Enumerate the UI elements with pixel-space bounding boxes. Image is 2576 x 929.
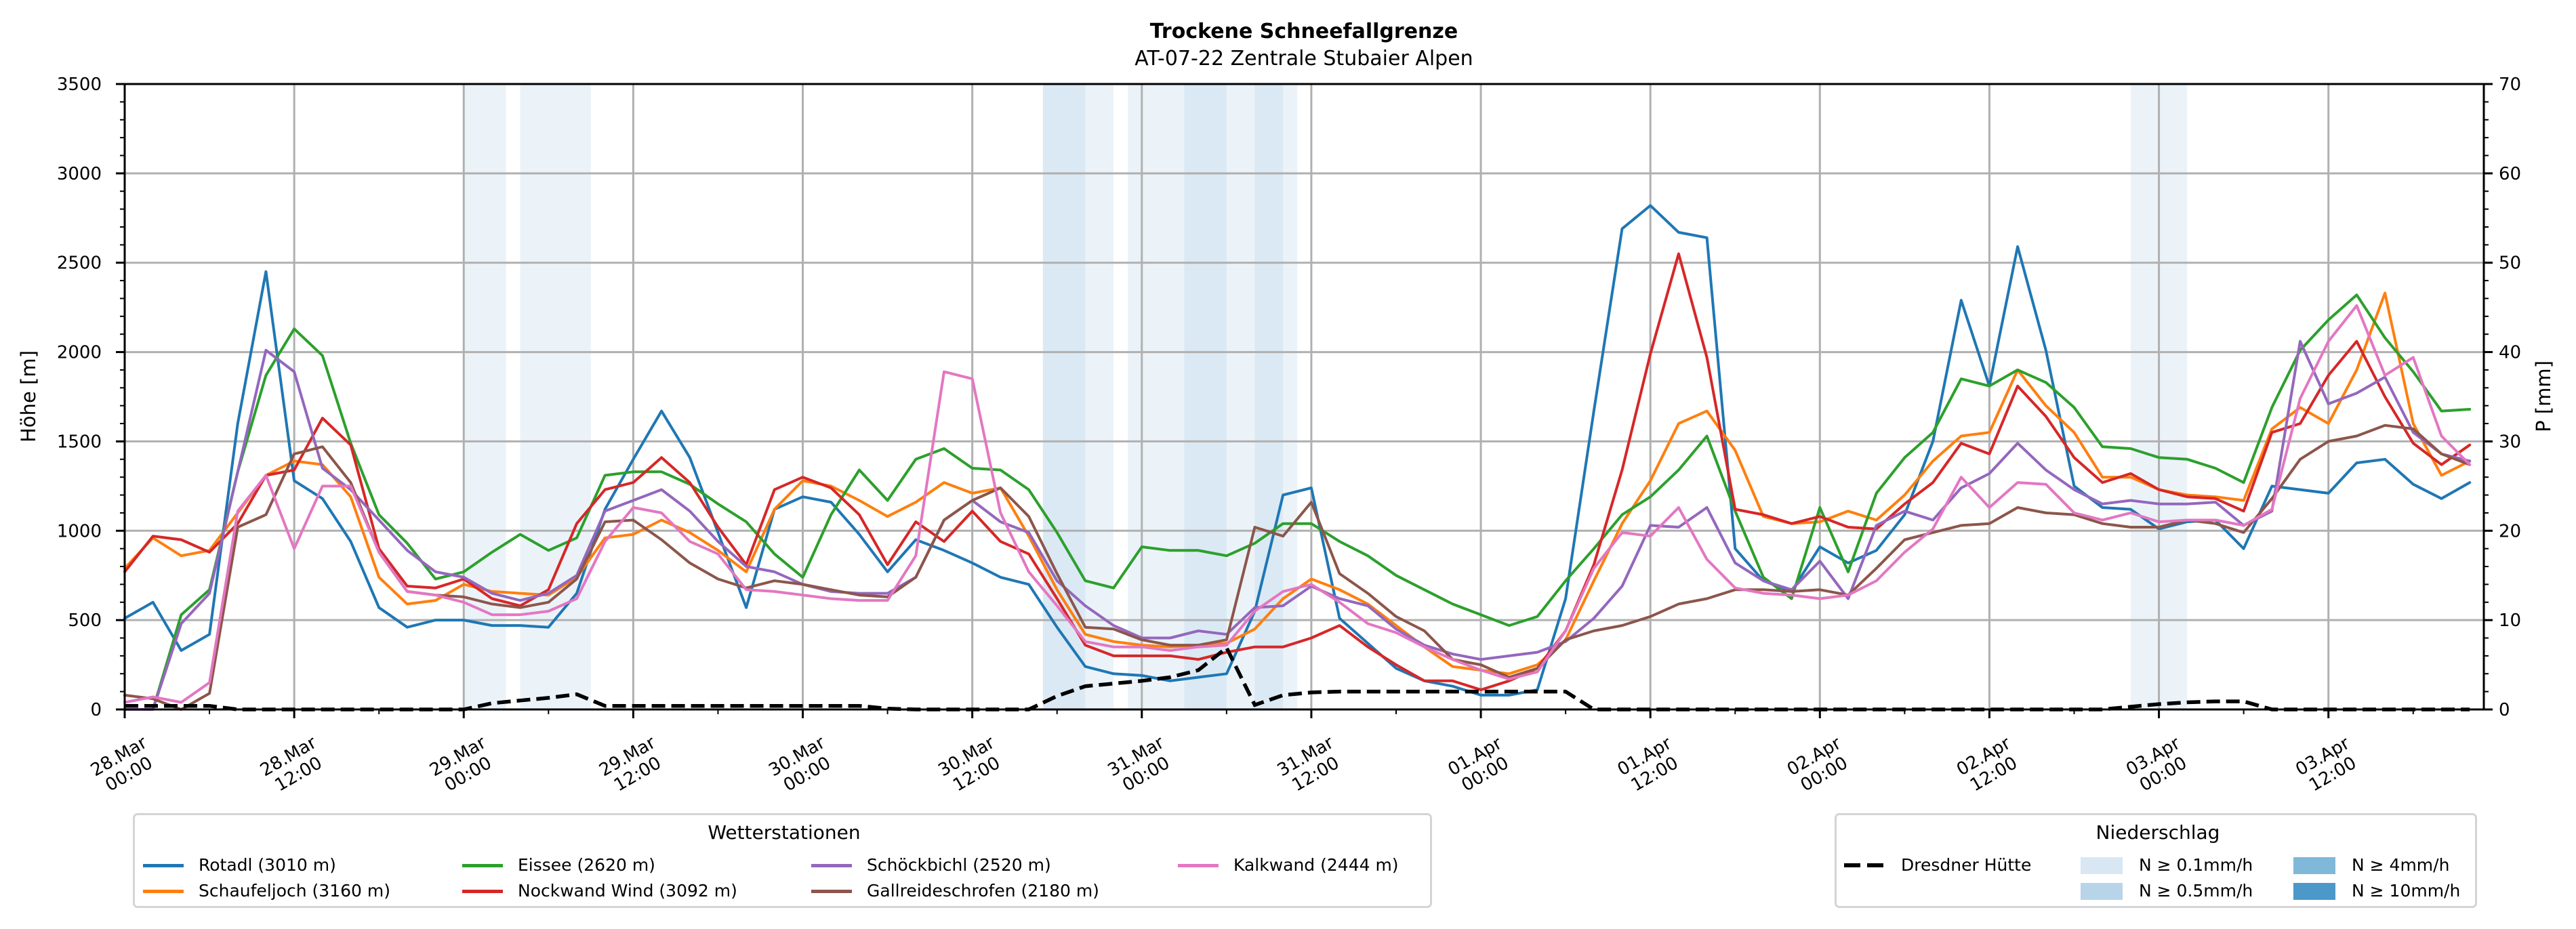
- series-line-kalkwand: [123, 304, 2472, 704]
- legend-label: Rotadl (3010 m): [199, 855, 336, 875]
- y-tick-label-left: 2000: [57, 343, 102, 363]
- y-tick-label-left: 1500: [57, 432, 102, 452]
- legend-label: Nockwand Wind (3092 m): [518, 881, 737, 901]
- legend-stations: Wetterstationen Rotadl (3010 m) Schaufel…: [133, 813, 1432, 908]
- axes: [116, 83, 2493, 718]
- precip-band: [1127, 84, 1185, 709]
- legend-item: Gallreideschrofen (2180 m): [811, 880, 1099, 902]
- legend-precipitation: Niederschlag Dresdner Hütte N ≥ 0.1mm/h …: [1835, 813, 2477, 908]
- legend-patch-swatch: [2081, 856, 2123, 874]
- y-tick-label-right: 0: [2499, 700, 2510, 720]
- legend-item: N ≥ 0.1mm/h: [2081, 854, 2253, 876]
- y-tick-label-left: 3500: [57, 75, 102, 95]
- y-axis-label-left: Höhe [m]: [17, 350, 40, 442]
- series-line-nockwand: [123, 252, 2472, 691]
- legend-patch-swatch: [2081, 882, 2123, 900]
- legend-patch-swatch: [2293, 856, 2335, 874]
- legend-line-swatch: [811, 889, 852, 893]
- y-tick-label-right: 60: [2499, 164, 2521, 184]
- legend-item: Rotadl (3010 m): [143, 854, 336, 876]
- y-tick-label-right: 70: [2499, 75, 2521, 95]
- series-lines: [123, 204, 2472, 711]
- precip-band: [1085, 84, 1114, 709]
- series-line-schöckbichl: [123, 339, 2472, 711]
- legend-label: Dresdner Hütte: [1901, 855, 2032, 875]
- plot-frame: [123, 83, 2485, 711]
- y-tick-label-right: 50: [2499, 253, 2521, 274]
- y-tick-label-right: 30: [2499, 432, 2521, 452]
- legend-label: N ≥ 0.1mm/h: [2139, 855, 2253, 875]
- legend-line-swatch: [462, 889, 503, 893]
- y-tick-label-right: 20: [2499, 521, 2521, 541]
- legend-item: N ≥ 0.5mm/h: [2081, 880, 2253, 902]
- legend-item: Schöckbichl (2520 m): [811, 854, 1051, 876]
- legend-line-swatch: [462, 863, 503, 867]
- precip-band: [1283, 84, 1298, 709]
- y-tick-label-right: 40: [2499, 343, 2521, 363]
- chart-title: Trockene Schneefallgrenze: [1150, 20, 1458, 43]
- legend-label: Gallreideschrofen (2180 m): [867, 881, 1099, 901]
- legend-item: Kalkwand (2444 m): [1178, 854, 1399, 876]
- precip-band: [1042, 84, 1086, 709]
- legend-label: Eissee (2620 m): [518, 855, 655, 875]
- precip-bands: [464, 84, 2188, 709]
- legend-label: Kalkwand (2444 m): [1233, 855, 1399, 875]
- legend-dashed-swatch: [1844, 863, 1885, 867]
- legend-item: Nockwand Wind (3092 m): [462, 880, 737, 902]
- legend-patch-swatch: [2293, 882, 2335, 900]
- legend-item: N ≥ 4mm/h: [2293, 854, 2449, 876]
- y-tick-label-left: 1000: [57, 521, 102, 541]
- legend-line-swatch: [811, 863, 852, 867]
- legend-label: N ≥ 0.5mm/h: [2139, 881, 2253, 901]
- legend-precip-title: Niederschlag: [2095, 821, 2220, 844]
- series-line-rotadl: [123, 204, 2472, 697]
- legend-item: N ≥ 10mm/h: [2293, 880, 2460, 902]
- series-line-gallreideschrofen: [123, 424, 2472, 711]
- legend-line-swatch: [143, 889, 184, 893]
- legend-label: N ≥ 4mm/h: [2352, 855, 2450, 875]
- precip-band: [520, 84, 591, 709]
- legend-stations-title: Wetterstationen: [708, 821, 861, 844]
- series-line-eissee: [123, 293, 2472, 711]
- y-axis-label-right: P [mm]: [2532, 360, 2555, 432]
- legend-label: N ≥ 10mm/h: [2352, 881, 2461, 901]
- legend-label: Schaufeljoch (3160 m): [199, 881, 390, 901]
- y-tick-label-left: 2500: [57, 253, 102, 274]
- precip-band: [1226, 84, 1255, 709]
- grid: [123, 83, 2484, 711]
- legend-line-swatch: [1178, 863, 1219, 867]
- y-tick-label-left: 0: [90, 700, 102, 720]
- legend-item: Dresdner Hütte: [1844, 854, 2031, 876]
- y-tick-label-right: 10: [2499, 611, 2521, 631]
- legend-line-swatch: [143, 863, 184, 867]
- y-tick-label-left: 3000: [57, 164, 102, 184]
- y-tick-label-left: 500: [68, 611, 102, 631]
- chart-subtitle: AT-07-22 Zentrale Stubaier Alpen: [1134, 47, 1473, 70]
- legend-item: Eissee (2620 m): [462, 854, 655, 876]
- precip-band: [1184, 84, 1227, 709]
- legend-item: Schaufeljoch (3160 m): [143, 880, 390, 902]
- legend-label: Schöckbichl (2520 m): [867, 855, 1051, 875]
